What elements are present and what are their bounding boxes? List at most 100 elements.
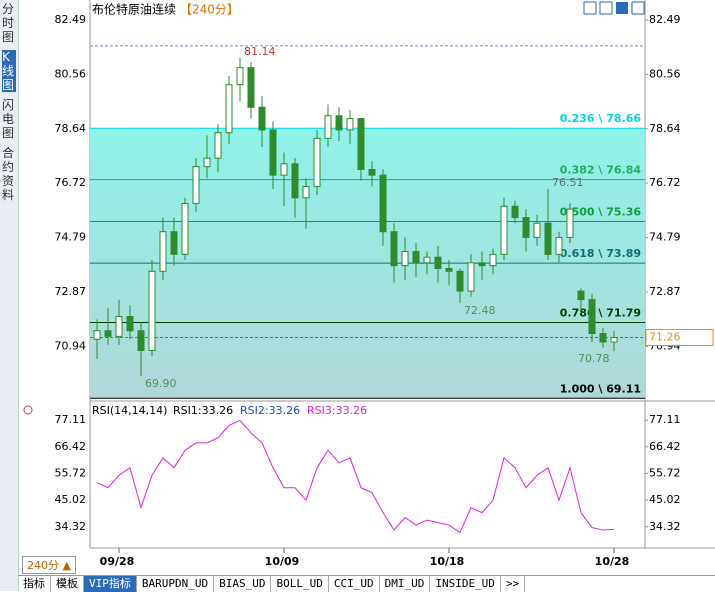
candle-body	[269, 129, 277, 176]
fib-label: 0.786 \ 71.79	[560, 307, 641, 320]
candle-body	[401, 251, 409, 267]
rsi-tick-label: 45.02	[649, 493, 681, 506]
y-tick-label: 70.94	[55, 340, 87, 353]
candle-body	[148, 270, 156, 352]
candle-body	[324, 115, 332, 139]
candle-body	[335, 115, 343, 131]
x-tick-label: 09/28	[100, 555, 135, 568]
candle-body	[478, 262, 486, 267]
last-price: 71.26	[649, 330, 681, 343]
side-tab[interactable]: K线图	[2, 50, 16, 92]
rsi-tick-label: 34.32	[649, 520, 681, 533]
candle-body	[379, 174, 387, 233]
legend-entry: RSI2:33.26	[240, 404, 300, 417]
candle-body	[181, 202, 189, 255]
candle-body	[445, 267, 453, 272]
side-tab[interactable]: 分时图	[2, 2, 15, 44]
candle-body	[93, 330, 101, 340]
candle-body	[599, 333, 607, 343]
tab[interactable]: BARUPDN_UD	[137, 576, 215, 592]
candle-body	[236, 67, 244, 86]
candle-body	[115, 316, 123, 337]
candle-body	[467, 262, 475, 292]
rsi-icon	[23, 405, 33, 415]
x-tick-label: 10/18	[430, 555, 465, 568]
candle-body	[456, 270, 464, 292]
legend-entry: RSI3:33.26	[307, 404, 367, 417]
candle-body	[104, 330, 112, 337]
tab[interactable]: BIAS_UD	[214, 576, 272, 592]
last-price-box	[645, 328, 714, 346]
rsi-tick-label: 66.42	[649, 440, 681, 453]
period-label: 【240分】	[180, 3, 239, 17]
candle-body	[258, 106, 266, 131]
candle-body	[610, 336, 618, 343]
y-tick-label: 72.87	[55, 285, 87, 298]
candle-body	[313, 137, 321, 187]
high-label: 81.14	[244, 45, 276, 58]
rsi-tick-label: 45.02	[55, 493, 87, 506]
rsi-tick-label: 77.11	[649, 413, 681, 426]
candle-body	[544, 222, 552, 255]
y-tick-label: 80.56	[649, 67, 681, 80]
rsi-title: RSI(14,14,14)	[92, 404, 167, 417]
candle-body	[522, 217, 530, 238]
low-label: 69.90	[145, 377, 177, 390]
rsi-line	[96, 419, 615, 534]
candle-body	[214, 132, 222, 159]
y-tick-label: 76.72	[649, 176, 681, 189]
candle-body	[357, 118, 365, 170]
fib-label: 0.618 \ 73.89	[560, 247, 641, 260]
candle-body	[511, 205, 519, 219]
low-label: 70.78	[578, 352, 610, 365]
candle-body	[137, 330, 145, 352]
chart-title: 布伦特原油连续	[92, 2, 176, 17]
candle-body	[203, 157, 211, 168]
candle-body	[302, 185, 310, 199]
tab[interactable]: >>	[501, 576, 526, 592]
rsi-tick-label: 34.32	[55, 520, 87, 533]
side-tab[interactable]: 合约资料	[2, 146, 15, 202]
tab[interactable]: INSIDE_UD	[430, 576, 501, 592]
y-tick-label: 74.79	[649, 231, 681, 244]
chart: 布伦特原油连续 【240分】 0.236 \ 78.66 0.382 \ 76.8…	[23, 0, 715, 568]
side-tab[interactable]: 闪电图	[2, 98, 15, 140]
candle-body	[533, 222, 541, 238]
candle-body	[412, 251, 420, 264]
candle-body	[566, 208, 574, 238]
candle-body	[555, 236, 563, 255]
sidebar: 分时图 K线图 闪电图 合约资料	[0, 0, 19, 591]
y-tick-label: 82.49	[55, 13, 87, 26]
rsi-tick-label: 66.42	[55, 440, 87, 453]
low-label: 72.48	[464, 304, 496, 317]
tab[interactable]: 模板	[51, 576, 84, 592]
y-tick-label: 76.72	[55, 176, 87, 189]
fib-label: 0.382 \ 76.84	[560, 164, 642, 177]
y-tick-label: 82.49	[649, 13, 681, 26]
x-tick-label: 10/09	[265, 555, 300, 568]
candle-body	[346, 118, 354, 131]
candle-body	[170, 231, 178, 255]
tab[interactable]: VIP指标	[84, 576, 137, 592]
x-tick-label: 10/28	[595, 555, 630, 568]
toolbar[interactable]	[583, 1, 645, 15]
candle-body	[577, 290, 585, 301]
candle-body	[489, 253, 497, 267]
tab[interactable]: BOLL_UD	[271, 576, 329, 592]
y-tick-label: 80.56	[55, 67, 87, 80]
tab[interactable]: 指标	[18, 576, 51, 592]
tab[interactable]: CCI_UD	[329, 576, 380, 592]
candle-body	[159, 231, 167, 272]
rsi-tick-label: 55.72	[649, 466, 681, 479]
rsi-tick-label: 77.11	[55, 413, 87, 426]
period-button[interactable]: 240分 ▲	[22, 556, 76, 574]
candle-body	[390, 231, 398, 267]
fib-label: 0.236 \ 78.66	[560, 112, 642, 125]
high-label: 76.51	[552, 176, 584, 189]
candle-body	[291, 163, 299, 199]
tab[interactable]: DMI_UD	[380, 576, 431, 592]
rsi-tick-label: 55.72	[55, 466, 87, 479]
candle-body	[423, 256, 431, 264]
y-tick-label: 78.64	[55, 122, 87, 135]
